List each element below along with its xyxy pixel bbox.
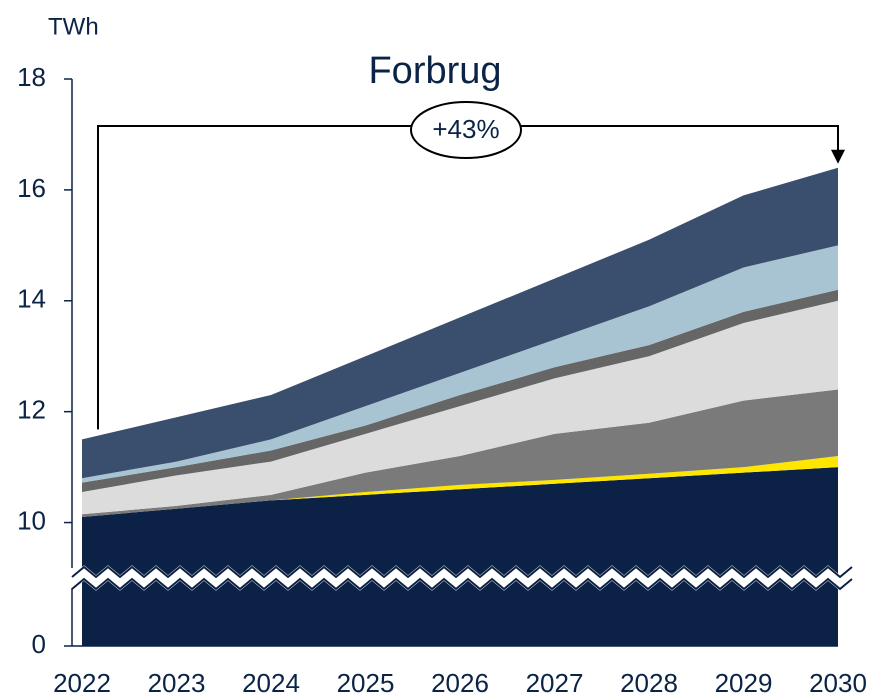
chart-title: Forbrug	[368, 50, 501, 92]
x-tick-label: 2030	[809, 668, 867, 698]
area	[82, 389, 838, 518]
y-tick-label: 10	[17, 505, 46, 535]
x-tick-label: 2023	[148, 668, 206, 698]
y-axis-label: TWh	[48, 13, 99, 40]
annotation: +43%	[432, 114, 499, 144]
area	[82, 456, 838, 518]
arrow-head	[831, 149, 845, 164]
area	[82, 467, 838, 646]
x-tick-label: 2022	[53, 668, 111, 698]
area	[82, 167, 838, 479]
x-tick-label: 2026	[431, 668, 489, 698]
x-tick-label: 2029	[715, 668, 773, 698]
y-tick-label: 12	[17, 395, 46, 425]
y-tick-label: 16	[17, 173, 46, 203]
areas	[82, 167, 838, 646]
annotation-bubble	[410, 101, 522, 159]
axis-break	[68, 565, 856, 591]
x-tick-label: 2028	[620, 668, 678, 698]
x-tick-label: 2025	[337, 668, 395, 698]
x-tick-label: 2024	[242, 668, 300, 698]
area	[82, 300, 838, 515]
y-tick-label: 14	[17, 284, 46, 314]
y-tick-label: 18	[17, 62, 46, 92]
area	[82, 289, 838, 493]
axis-break-line	[71, 565, 853, 579]
x-tick-label: 2027	[526, 668, 584, 698]
area	[82, 245, 838, 483]
axis-break-line	[71, 577, 853, 591]
y-tick-label: 0	[32, 629, 46, 659]
